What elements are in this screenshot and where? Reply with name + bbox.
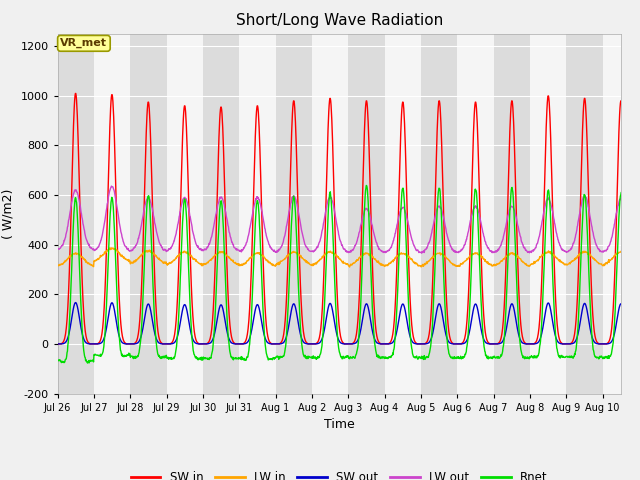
Bar (493, 34, 530, 394)
Bar (348, 34, 385, 394)
Bar (94, 34, 131, 394)
Bar (276, 34, 312, 394)
Bar (530, 34, 566, 394)
Text: VR_met: VR_met (60, 38, 108, 48)
Bar (58, 34, 94, 394)
Bar (203, 34, 239, 394)
Bar (312, 34, 348, 394)
Bar (458, 34, 493, 394)
Bar (239, 34, 276, 394)
Legend: SW in, LW in, SW out, LW out, Rnet: SW in, LW in, SW out, LW out, Rnet (126, 466, 552, 480)
Title: Short/Long Wave Radiation: Short/Long Wave Radiation (236, 13, 443, 28)
Bar (566, 34, 603, 394)
Bar (639, 34, 640, 394)
Bar (385, 34, 421, 394)
X-axis label: Time: Time (324, 418, 355, 431)
Bar (131, 34, 166, 394)
Bar (421, 34, 458, 394)
Bar (603, 34, 639, 394)
Bar (166, 34, 203, 394)
Y-axis label: ( W/m2): ( W/m2) (2, 189, 15, 239)
